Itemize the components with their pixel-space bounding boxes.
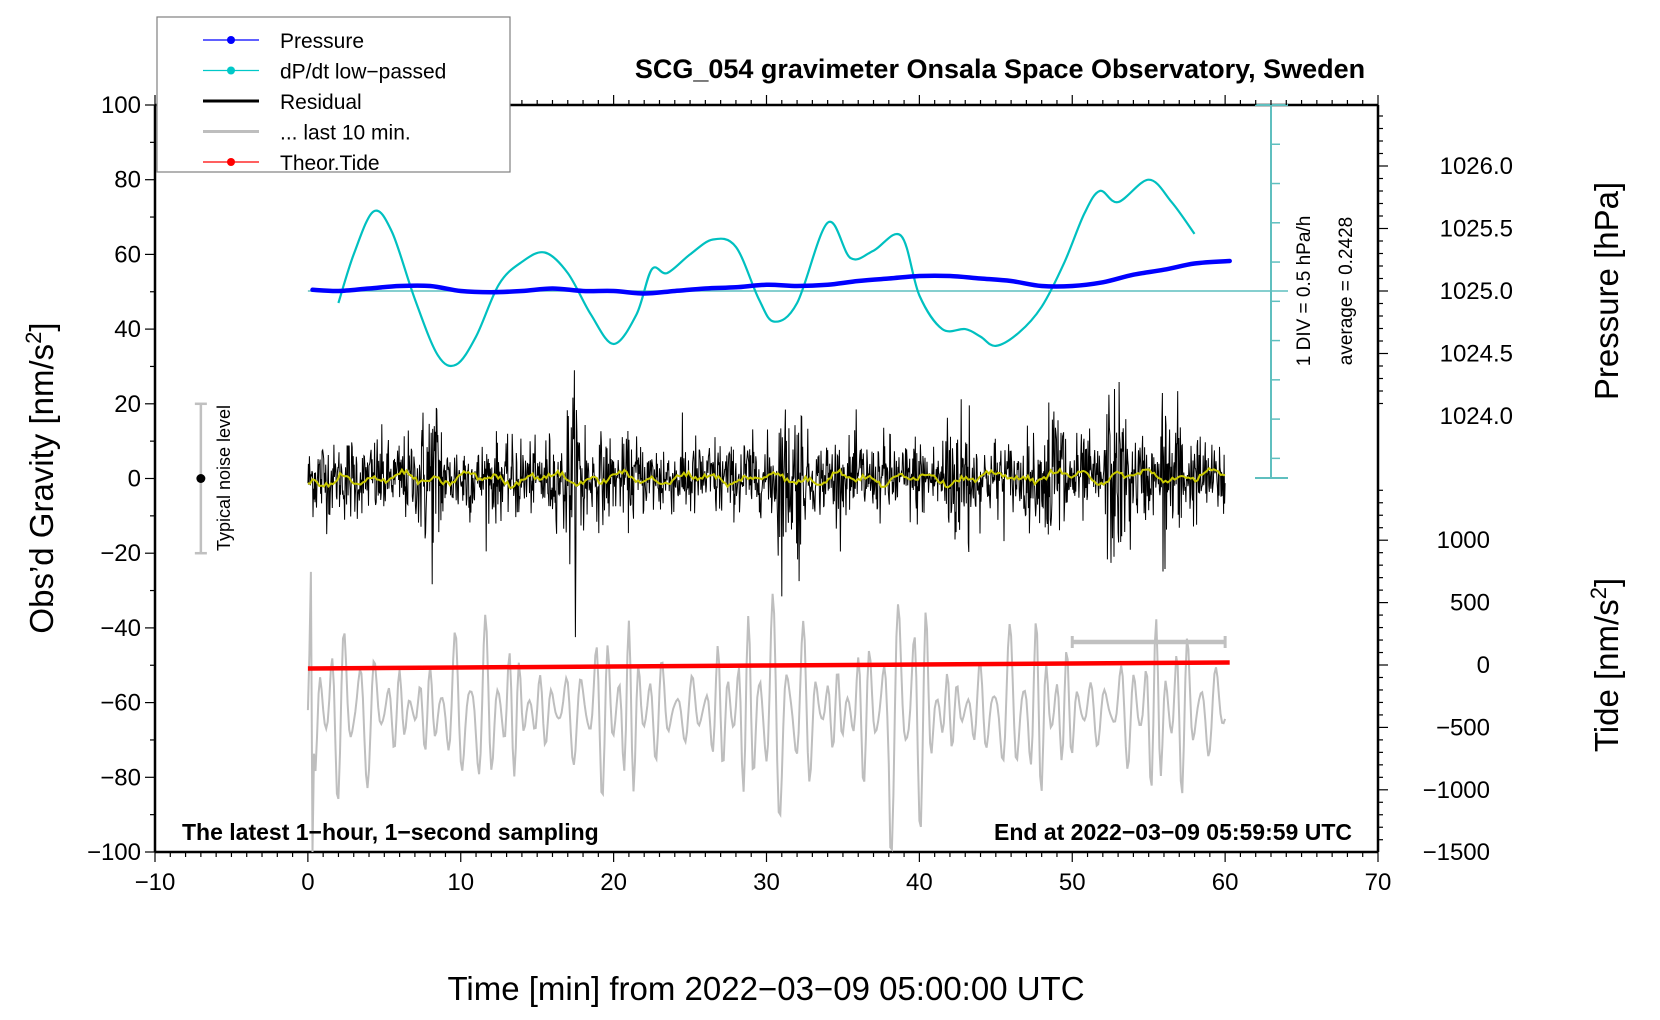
y-axis-label-tide: Tide [nm/s2] <box>1586 578 1625 752</box>
pressure-tick-label: 1026.0 <box>1440 153 1513 180</box>
last10-series <box>306 571 1227 853</box>
pressure-tick-label: 1024.5 <box>1440 341 1513 368</box>
y-tick-label: 0 <box>128 466 141 493</box>
dpdt-line <box>337 178 1196 368</box>
noise-level-dot <box>196 474 206 483</box>
legend-swatch-marker <box>227 158 235 166</box>
legend-item: dP/dt low−passed <box>203 61 446 84</box>
legend-label: Theor.Tide <box>280 152 380 175</box>
tide-tick-label: −1500 <box>1423 839 1490 866</box>
legend-label: ... last 10 min. <box>280 122 411 145</box>
y-axis-label-tide-text: Tide [nm/s <box>1588 599 1625 752</box>
x-axis-label: Time [min] from 2022−03−09 05:00:00 UTC <box>447 970 1084 1007</box>
legend-box <box>156 16 511 173</box>
y-tick-label: −40 <box>100 615 141 642</box>
y-axis-label-pressure: Pressure [hPa] <box>1588 182 1625 400</box>
y-tick-label: 20 <box>114 391 141 418</box>
y-tick-label: 60 <box>114 241 141 268</box>
pressure-tick-label: 1025.5 <box>1440 216 1513 243</box>
x-tick-label: 0 <box>301 869 314 896</box>
legend: Pressure dP/dt low−passed Residual ... last… <box>156 16 511 175</box>
x-tick-label: 30 <box>753 869 780 896</box>
tide-tick-label: −1000 <box>1423 777 1490 804</box>
x-tick-label: 50 <box>1059 869 1086 896</box>
tide-tick-label: 500 <box>1450 590 1490 617</box>
y-tick-label: −60 <box>100 690 141 717</box>
residual-line <box>307 370 1226 638</box>
x-tick-label: 70 <box>1365 869 1392 896</box>
tide-tick-label: −500 <box>1436 714 1490 741</box>
legend-item: ... last 10 min. <box>203 122 411 145</box>
x-tick-label: 60 <box>1212 869 1239 896</box>
residual-series <box>307 370 1226 638</box>
legend-label: dP/dt low−passed <box>280 61 446 84</box>
tide-line <box>307 660 1230 671</box>
dpdt-average-label: average = 0.2428 <box>1336 217 1357 365</box>
tide-series <box>307 660 1230 671</box>
pressure-series <box>310 258 1232 296</box>
y-axis-label-left-text: Obs’d Gravity [nm/s <box>23 344 60 634</box>
last10-line <box>306 571 1227 853</box>
pressure-tick-label: 1025.0 <box>1440 278 1513 305</box>
residual-smoothed-line <box>307 466 1226 489</box>
y-axis-label-left-end: ] <box>23 322 60 331</box>
y-tick-label: −20 <box>100 540 141 567</box>
y-tick-label: −100 <box>87 839 141 866</box>
annotation-end-time: End at 2022−03−09 05:59:59 UTC <box>994 819 1352 845</box>
y-axis-label-left-sup: 2 <box>21 332 46 344</box>
y-tick-label: −80 <box>100 764 141 791</box>
annotations <box>194 402 1227 648</box>
noise-level-label: Typical noise level <box>214 405 234 551</box>
y-axis-label-tide-sup: 2 <box>1586 587 1611 599</box>
legend-label: Pressure <box>280 30 364 53</box>
tide-tick-label: 0 <box>1477 652 1490 679</box>
y-tick-label: 80 <box>114 167 141 194</box>
dpdt-series <box>337 178 1196 368</box>
annotation-sampling: The latest 1−hour, 1−second sampling <box>182 819 599 845</box>
pressure-line <box>310 258 1232 296</box>
legend-item: Residual <box>203 91 362 114</box>
residual-smoothed-series <box>307 466 1226 489</box>
legend-item: Pressure <box>203 30 364 53</box>
x-tick-label: −10 <box>135 869 176 896</box>
y-tick-label: 40 <box>114 316 141 343</box>
tide-tick-label: 1000 <box>1437 527 1490 554</box>
x-tick-label: 20 <box>600 869 627 896</box>
dpdt-scale-label: 1 DIV = 0.5 hPa/h <box>1294 216 1315 367</box>
y-axis-label-left: Obs’d Gravity [nm/s2] <box>21 322 60 633</box>
legend-item: Theor.Tide <box>203 152 380 175</box>
legend-swatch-marker <box>227 66 235 75</box>
chart-title: SCG_054 gravimeter Onsala Space Observat… <box>635 54 1365 84</box>
axes: −10 0 10 20 30 40 50 60 70100806040200−20−40−60−… <box>87 92 1513 896</box>
y-axis-label-tide-end: ] <box>1588 578 1625 587</box>
x-tick-label: 40 <box>906 869 933 896</box>
legend-swatch-marker <box>227 36 235 44</box>
legend-label: Residual <box>280 91 362 114</box>
pressure-tick-label: 1024.0 <box>1440 403 1513 430</box>
x-tick-label: 10 <box>447 869 474 896</box>
y-tick-label: 100 <box>101 92 141 119</box>
